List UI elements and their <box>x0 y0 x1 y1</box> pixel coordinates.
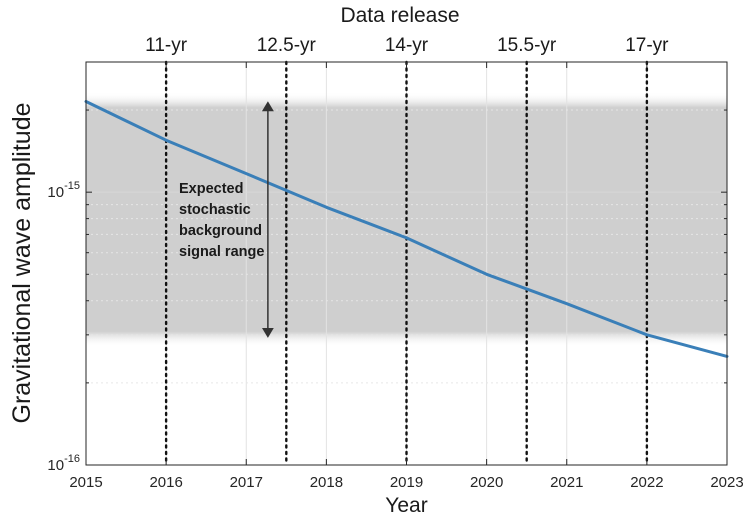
annotation-text-line: Expected <box>179 181 243 197</box>
y-tick-exponent: -15 <box>64 180 80 192</box>
annotation-text-line: background <box>179 223 262 239</box>
y-tick-label: 10-16 <box>47 453 80 474</box>
annotation-layer: Expected stochastic background signal range <box>179 101 274 338</box>
annotation-text-line: stochastic <box>179 202 251 218</box>
release-label: 11-yr <box>145 35 188 56</box>
series-layer <box>84 100 729 358</box>
release-lines-layer: 11-yr 12.5-yr 14-yr 15.5-yr 17-yr <box>145 35 669 467</box>
y-tick-label: 10-15 <box>47 180 80 201</box>
x-tick-label: 2018 <box>310 474 343 491</box>
x-tick-label: 2016 <box>149 474 182 491</box>
y-tick-base: 10 <box>47 457 64 474</box>
x-tick-label: 2020 <box>470 474 503 491</box>
amplitude-series-line <box>84 100 729 358</box>
release-label: 15.5-yr <box>497 35 557 56</box>
release-label: 17-yr <box>625 35 669 56</box>
x-tick-label: 2021 <box>550 474 583 491</box>
x-axis-label: Year <box>385 494 427 517</box>
y-axis-label: Gravitational wave amplitude <box>8 103 36 424</box>
x-tick-label: 2019 <box>390 474 423 491</box>
annotation-text-line: signal range <box>179 244 264 260</box>
x-tick-layer: 2015 2016 2017 2018 2019 2020 2021 2022 2023 <box>69 62 744 491</box>
top-axis-label: Data release <box>340 4 459 27</box>
y-tick-exponent: -16 <box>64 453 80 465</box>
x-tick-label: 2017 <box>230 474 263 491</box>
x-tick-label: 2023 <box>710 474 743 491</box>
y-tick-base: 10 <box>47 184 64 201</box>
release-label: 14-yr <box>385 35 429 56</box>
x-tick-label: 2015 <box>69 474 102 491</box>
release-label: 12.5-yr <box>257 35 317 56</box>
x-tick-label: 2022 <box>630 474 663 491</box>
